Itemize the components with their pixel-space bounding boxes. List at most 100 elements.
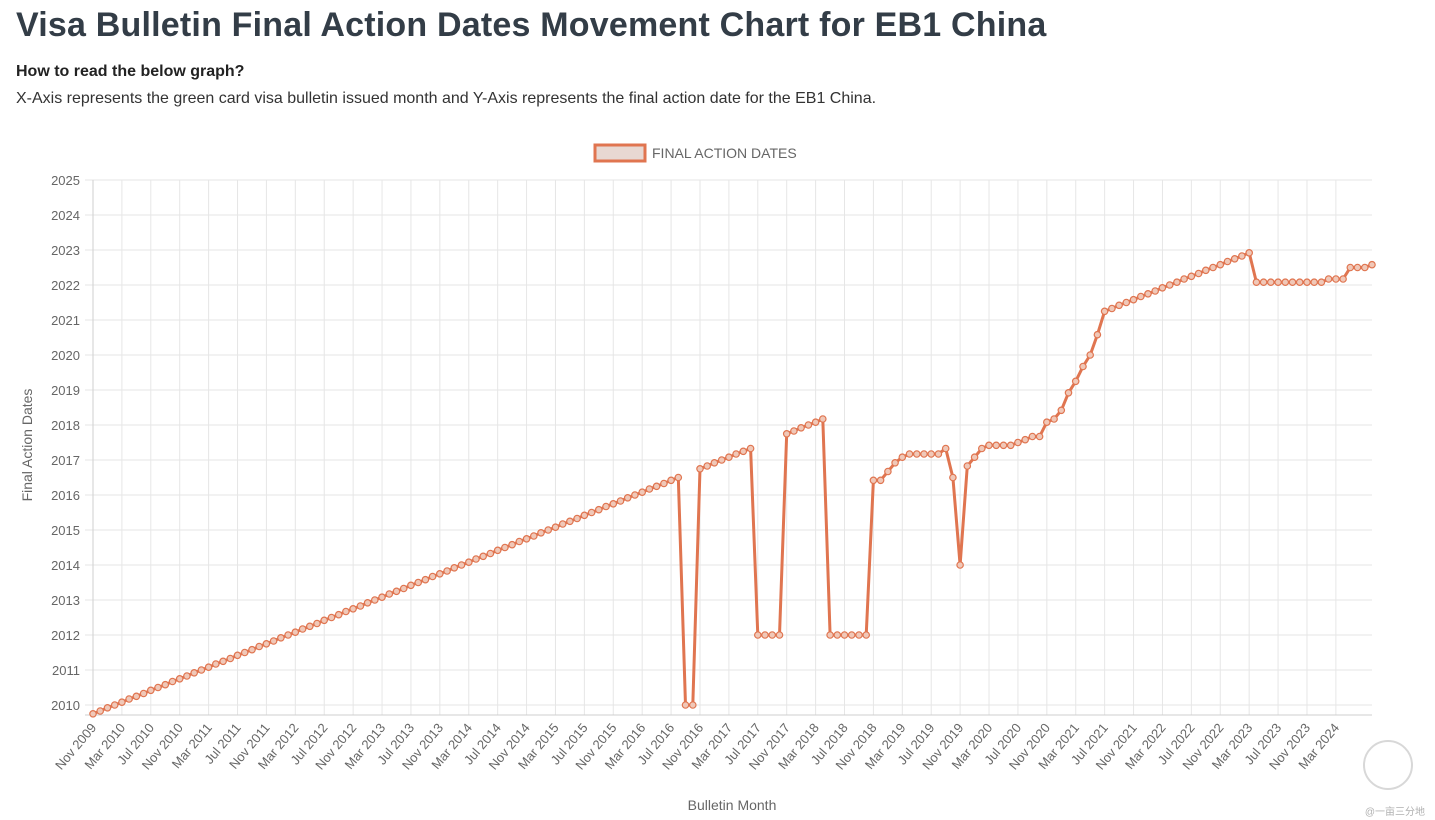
data-point[interactable] (197, 666, 206, 674)
data-point[interactable] (573, 514, 581, 523)
data-point[interactable] (1238, 252, 1246, 260)
data-point[interactable] (905, 450, 914, 458)
data-point[interactable] (1324, 275, 1333, 283)
data-point[interactable] (1035, 432, 1044, 441)
data-point[interactable] (985, 441, 993, 450)
data-point[interactable] (508, 540, 516, 549)
data-point[interactable] (1100, 307, 1109, 316)
data-point[interactable] (847, 631, 856, 639)
data-point[interactable] (768, 631, 777, 639)
data-point[interactable] (862, 631, 871, 639)
data-point[interactable] (522, 534, 531, 543)
data-point[interactable] (1180, 275, 1188, 283)
data-point[interactable] (999, 441, 1008, 450)
data-point[interactable] (262, 639, 271, 648)
data-point[interactable] (110, 701, 119, 709)
data-point[interactable] (219, 657, 227, 666)
data-point[interactable] (594, 505, 603, 514)
data-point[interactable] (674, 473, 683, 482)
data-point[interactable] (248, 645, 256, 654)
data-point[interactable] (132, 692, 141, 701)
data-point[interactable] (334, 610, 343, 619)
data-point[interactable] (941, 444, 950, 453)
data-point[interactable] (1115, 301, 1123, 310)
data-point[interactable] (414, 578, 423, 587)
data-point[interactable] (681, 701, 690, 709)
data-point[interactable] (464, 558, 473, 567)
data-point[interactable] (1339, 275, 1347, 283)
data-point[interactable] (920, 450, 928, 458)
data-point[interactable] (811, 418, 820, 427)
data-point[interactable] (1368, 260, 1376, 269)
data-point[interactable] (753, 631, 762, 639)
data-point[interactable] (652, 482, 661, 491)
data-point[interactable] (638, 488, 647, 497)
data-point[interactable] (1187, 272, 1196, 281)
data-point[interactable] (291, 628, 300, 637)
data-point[interactable] (696, 464, 704, 473)
data-point[interactable] (479, 552, 488, 561)
data-point[interactable] (1122, 298, 1131, 307)
data-point[interactable] (1137, 292, 1145, 301)
data-point[interactable] (443, 567, 451, 575)
data-point[interactable] (1245, 249, 1254, 257)
data-point[interactable] (1216, 260, 1225, 269)
data-point[interactable] (602, 502, 610, 511)
data-point[interactable] (1014, 438, 1022, 447)
data-point[interactable] (1317, 278, 1326, 287)
data-point[interactable] (818, 415, 827, 423)
data-point[interactable] (667, 476, 675, 485)
data-point[interactable] (804, 421, 813, 429)
data-point[interactable] (1209, 263, 1217, 272)
data-point[interactable] (732, 450, 740, 458)
data-point[interactable] (616, 497, 625, 505)
data-point[interactable] (385, 590, 394, 598)
data-point[interactable] (688, 701, 697, 709)
data-point[interactable] (1151, 287, 1160, 295)
data-point[interactable] (1079, 362, 1087, 371)
data-point[interactable] (1288, 278, 1297, 287)
data-point[interactable] (1346, 263, 1355, 272)
data-point[interactable] (1303, 278, 1311, 287)
legend[interactable]: FINAL ACTION DATES (593, 143, 797, 163)
data-point[interactable] (1028, 432, 1037, 441)
data-point[interactable] (175, 674, 184, 683)
data-point[interactable] (826, 631, 834, 639)
data-point[interactable] (833, 631, 842, 639)
data-point[interactable] (161, 680, 170, 689)
data-point[interactable] (927, 450, 936, 458)
data-point[interactable] (240, 648, 249, 657)
data-point[interactable] (992, 441, 1001, 450)
data-point[interactable] (118, 698, 126, 707)
data-point[interactable] (233, 651, 242, 660)
data-point[interactable] (363, 598, 372, 607)
data-point[interactable] (399, 584, 408, 593)
data-point[interactable] (1361, 263, 1369, 272)
data-point[interactable] (566, 517, 574, 526)
data-point[interactable] (580, 511, 589, 520)
data-point[interactable] (790, 427, 798, 435)
data-point[interactable] (1108, 304, 1116, 313)
data-point[interactable] (89, 709, 97, 718)
data-point[interactable] (558, 520, 567, 528)
data-point[interactable] (183, 672, 191, 680)
data-point[interactable] (660, 479, 668, 488)
data-point[interactable] (537, 528, 545, 537)
data-point[interactable] (472, 555, 480, 563)
data-point[interactable] (840, 631, 849, 639)
data-point[interactable] (977, 444, 986, 453)
data-point[interactable] (1071, 377, 1080, 386)
data-point[interactable] (407, 581, 415, 590)
data-point[interactable] (898, 453, 907, 462)
data-point[interactable] (320, 616, 329, 625)
data-point[interactable] (450, 563, 459, 572)
data-point[interactable] (1043, 418, 1051, 427)
data-point[interactable] (1129, 295, 1138, 304)
data-point[interactable] (313, 619, 321, 628)
data-point[interactable] (147, 686, 155, 695)
data-point[interactable] (515, 537, 524, 546)
data-point[interactable] (298, 625, 307, 633)
data-point[interactable] (125, 695, 133, 703)
data-point[interactable] (645, 485, 654, 493)
data-point[interactable] (876, 476, 885, 485)
